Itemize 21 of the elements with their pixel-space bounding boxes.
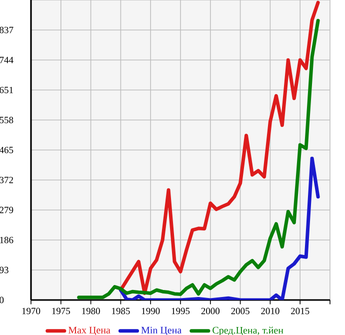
x-tick-label: 1980 bbox=[82, 308, 100, 314]
x-tick-label: 2015 bbox=[291, 308, 310, 314]
y-tick-label: 837 bbox=[0, 26, 14, 34]
y-tick-label: 372 bbox=[0, 176, 13, 184]
y-tick-label: 279 bbox=[0, 206, 14, 214]
x-tick-label: 1985 bbox=[112, 308, 130, 314]
y-tick-label: 93 bbox=[0, 266, 8, 274]
y-tick-label: 744 bbox=[0, 56, 14, 64]
x-tick-label: 1970 bbox=[22, 308, 40, 314]
line-series bbox=[77, 18, 320, 300]
x-tick-label: 1975 bbox=[52, 308, 70, 314]
x-tick-label: 2000 bbox=[201, 308, 220, 314]
x-tick-label: 2010 bbox=[261, 308, 280, 314]
x-tick-label: 2005 bbox=[231, 308, 250, 314]
x-tick-label: 1995 bbox=[172, 308, 190, 314]
line-series bbox=[118, 0, 320, 295]
y-tick-label: 651 bbox=[0, 86, 13, 94]
y-tick-label: 0 bbox=[0, 296, 4, 304]
y-tick-label: 186 bbox=[0, 236, 14, 244]
y-tick-label: 558 bbox=[0, 116, 14, 124]
x-tick-label: 1990 bbox=[142, 308, 160, 314]
